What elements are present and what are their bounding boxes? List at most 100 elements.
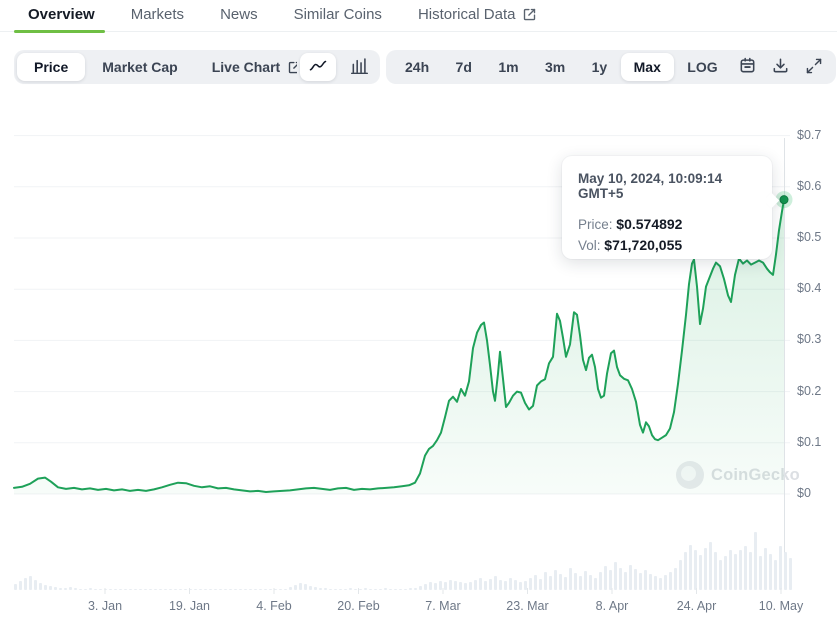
volume-bar (644, 570, 647, 590)
log-scale-label: LOG (687, 59, 718, 75)
volume-bar (454, 581, 457, 590)
range-max-button[interactable]: Max (620, 53, 674, 81)
chart-marker (779, 195, 789, 205)
volume-bar (659, 578, 662, 590)
volume-bar (609, 570, 612, 590)
volume-bar (534, 575, 537, 590)
expand-icon (806, 58, 822, 77)
volume-bar (729, 550, 732, 590)
volume-bar (464, 583, 467, 590)
range-1y-label: 1y (591, 59, 608, 75)
volume-bar (469, 582, 472, 590)
volume-bar (319, 588, 322, 590)
range-7d-button[interactable]: 7d (443, 53, 485, 81)
volume-bar (169, 589, 172, 590)
volume-bar (629, 565, 632, 590)
chart-toolbar: Price Market Cap Live Chart (0, 50, 837, 84)
range-24h-button[interactable]: 24h (392, 53, 442, 81)
volume-bar (769, 554, 772, 590)
volume-bar (109, 589, 112, 590)
volume-bar (379, 589, 382, 590)
volume-bar (84, 589, 87, 590)
volume-bar (789, 558, 792, 590)
volume-bar (424, 584, 427, 590)
tab-historical-data[interactable]: Historical Data (404, 0, 552, 32)
line-chart-toggle[interactable] (300, 53, 336, 81)
volume-bar (364, 588, 367, 590)
tooltip-price-row: Price: $0.574892 (578, 214, 756, 235)
volume-bar (239, 589, 242, 590)
volume-bar (64, 588, 67, 590)
range-3m-button[interactable]: 3m (532, 53, 578, 81)
volume-bar (579, 576, 582, 590)
live-chart-button[interactable]: Live Chart (195, 53, 319, 81)
volume-bar (214, 589, 217, 590)
volume-bar (479, 578, 482, 590)
volume-bar (139, 589, 142, 590)
volume-bar (649, 574, 652, 590)
volume-bar (394, 589, 397, 590)
price-area-fill (14, 199, 784, 494)
volume-bar (79, 589, 82, 590)
volume-bar (559, 574, 562, 590)
range-1m-button[interactable]: 1m (485, 53, 531, 81)
volume-bar (694, 550, 697, 590)
download-icon (772, 57, 789, 77)
volume-bar (754, 532, 757, 590)
tab-overview[interactable]: Overview (14, 0, 109, 33)
market-cap-button-label: Market Cap (102, 59, 178, 75)
volume-bar (339, 589, 342, 590)
chart-type-segmented-control (297, 50, 380, 84)
volume-bar (449, 580, 452, 590)
volume-bar (94, 589, 97, 590)
volume-bar (264, 589, 267, 590)
volume-bar (19, 581, 22, 590)
volume-bar (74, 588, 77, 590)
market-cap-button[interactable]: Market Cap (85, 53, 194, 81)
volume-bar (429, 582, 432, 590)
log-scale-button[interactable]: LOG (674, 53, 730, 81)
volume-bar (314, 587, 317, 590)
tab-news[interactable]: News (206, 0, 272, 32)
volume-bar (249, 589, 252, 590)
range-1y-button[interactable]: 1y (579, 53, 621, 81)
volume-bar (724, 556, 727, 590)
bar-chart-toggle[interactable] (342, 53, 377, 81)
volume-bar (564, 577, 567, 590)
volume-bar (409, 588, 412, 590)
volume-bar (134, 589, 137, 590)
volume-bar (529, 578, 532, 590)
volume-bar (24, 578, 27, 590)
volume-bar (549, 576, 552, 590)
volume-bar (114, 589, 117, 590)
tooltip-date: May 10, 2024, 10:09:14 GMT+5 (578, 171, 723, 201)
volume-bar (219, 589, 222, 590)
volume-bar (259, 589, 262, 590)
line-chart-icon (309, 58, 327, 77)
volume-bar (149, 589, 152, 590)
volume-bar (344, 589, 347, 590)
volume-bar (144, 589, 147, 590)
volume-bar (524, 581, 527, 590)
tab-markets[interactable]: Markets (117, 0, 198, 32)
volume-bar (324, 588, 327, 590)
tab-historical-data-label: Historical Data (417, 6, 516, 23)
calendar-button[interactable] (731, 53, 764, 81)
download-button[interactable] (764, 53, 797, 81)
price-button[interactable]: Price (17, 53, 86, 81)
volume-bar (734, 554, 737, 590)
volume-bar (359, 589, 362, 590)
volume-bar (294, 585, 297, 590)
volume-bar (739, 550, 742, 590)
volume-bar (399, 589, 402, 590)
tab-similar-coins[interactable]: Similar Coins (280, 0, 396, 32)
volume-bar (54, 587, 57, 590)
volume-bar (594, 578, 597, 590)
expand-button[interactable] (798, 53, 830, 81)
volume-bar (49, 586, 52, 590)
volume-bar (194, 589, 197, 590)
volume-bar (614, 562, 617, 590)
volume-bar (599, 572, 602, 590)
